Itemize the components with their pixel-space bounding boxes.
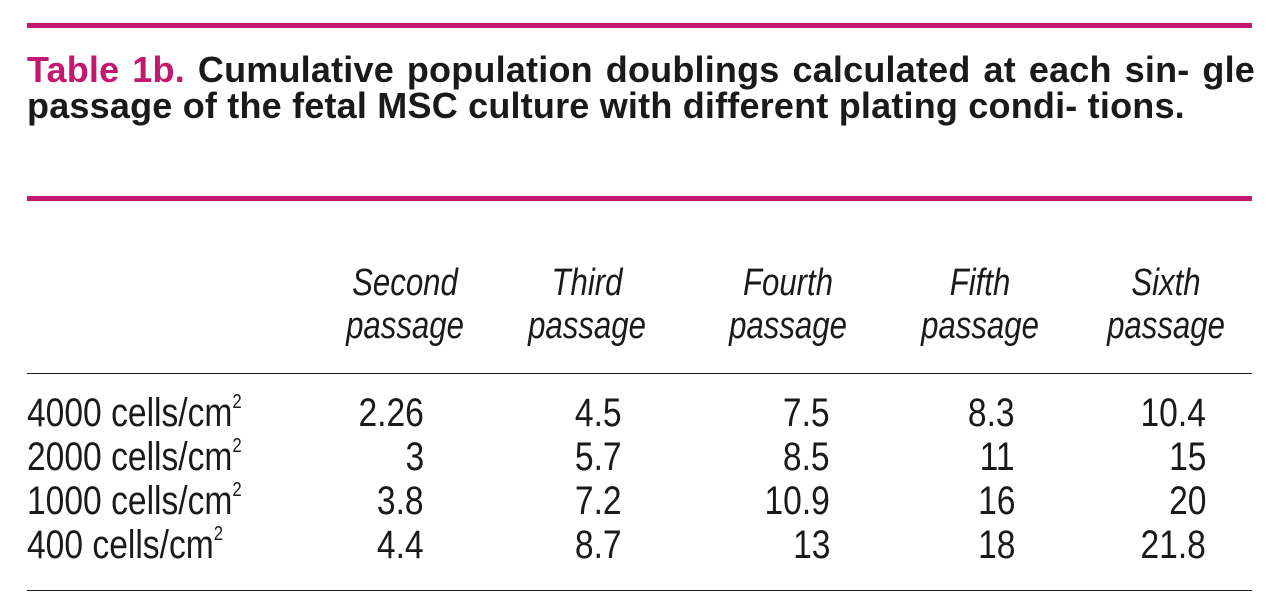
column-header-line2: passage (921, 305, 1039, 347)
column-header-line2: passage (729, 305, 847, 347)
table-caption-label: Table 1b. (27, 49, 185, 90)
column-header-third-passage: Third passage (526, 262, 649, 348)
column-header-line1: Third (551, 262, 623, 304)
column-header-line2: passage (1107, 305, 1225, 347)
table-cell: 16 (977, 479, 1015, 523)
column-header-line1: Second (352, 262, 458, 304)
column-header-sixth-passage: Sixth passage (1105, 262, 1228, 348)
table-cell: 10.4 (1140, 391, 1206, 435)
column-header-line2: passage (346, 305, 464, 347)
table-bottom-rule (27, 590, 1252, 591)
column-header-second-passage: Second passage (344, 262, 467, 348)
table-cell: 8.3 (968, 391, 1015, 435)
row-label-1000: 1000 cells/cm2 (27, 479, 242, 523)
table-cell: 18 (977, 523, 1015, 567)
table-cell: 20 (1168, 479, 1206, 523)
table-cell: 4.4 (377, 523, 424, 567)
table-caption-text: Cumulative population doublings calculat… (27, 49, 1256, 126)
header-divider-rule (27, 373, 1252, 374)
table-cell: 4.5 (575, 391, 622, 435)
column-header-line1: Fifth (949, 262, 1011, 304)
table-cell: 13 (792, 523, 830, 567)
column-header-line1: Fourth (742, 262, 834, 304)
table-cell: 2.26 (358, 391, 424, 435)
column-header-fifth-passage: Fifth passage (919, 262, 1042, 348)
column-header-line2: passage (528, 305, 646, 347)
column-header-line1: Sixth (1131, 262, 1201, 304)
column-header-fourth-passage: Fourth passage (727, 262, 850, 348)
row-label-2000: 2000 cells/cm2 (27, 435, 242, 479)
row-label-4000: 4000 cells/cm2 (27, 391, 242, 435)
table-cell: 10.9 (764, 479, 830, 523)
table-cell: 3.8 (377, 479, 424, 523)
table-cell: 8.7 (575, 523, 622, 567)
table-cell: 7.5 (783, 391, 830, 435)
table-cell: 5.7 (575, 435, 622, 479)
table-cell: 3 (405, 435, 424, 479)
table-cell: 15 (1168, 435, 1206, 479)
table-cell: 8.5 (783, 435, 830, 479)
table-cell: 7.2 (575, 479, 622, 523)
row-label-400: 400 cells/cm2 (27, 523, 224, 567)
caption-bottom-accent-rule (27, 196, 1252, 201)
table-cell: 11 (980, 435, 1015, 479)
table-caption: Table 1b. Cumulative population doubling… (27, 52, 1255, 124)
table-cell: 21.8 (1140, 523, 1206, 567)
top-accent-rule (27, 23, 1252, 28)
